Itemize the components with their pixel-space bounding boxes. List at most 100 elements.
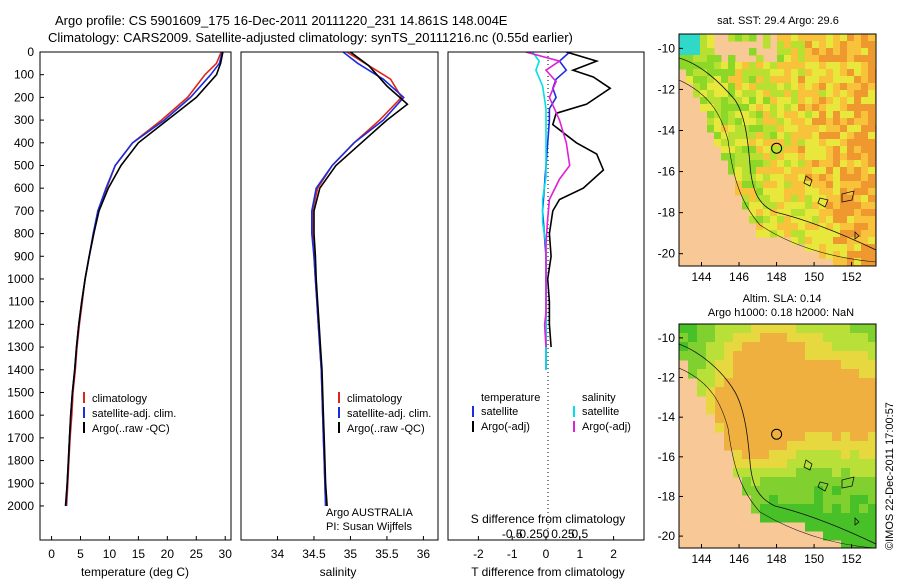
heatmap-cell <box>770 160 778 168</box>
heatmap-cell <box>697 333 707 343</box>
heatmap-cell <box>841 414 851 424</box>
heatmap-cell <box>819 48 827 56</box>
heatmap-cell <box>798 188 806 196</box>
heatmap-cell <box>868 495 876 505</box>
heatmap-cell <box>868 111 876 119</box>
heatmap-cell <box>826 202 834 210</box>
heatmap-cell <box>861 41 869 49</box>
heatmap-cell <box>819 244 827 252</box>
heatmap-cell <box>787 441 797 451</box>
heatmap-cell <box>756 188 764 196</box>
heatmap-cell <box>760 333 770 343</box>
heatmap-cell <box>763 188 771 196</box>
heatmap-cell <box>854 188 862 196</box>
temperature-frame <box>39 51 232 541</box>
heatmap-cell <box>833 244 841 252</box>
heatmap-cell <box>796 333 806 343</box>
heatmap-cell <box>850 531 860 541</box>
heatmap-cell <box>823 423 833 433</box>
heatmap-cell <box>777 174 785 182</box>
heatmap-cell <box>796 351 806 361</box>
s-tick-label: 0.5 <box>571 527 588 541</box>
heatmap-cell <box>791 216 799 224</box>
heatmap-cell <box>859 459 869 469</box>
lat-tick-label: -20 <box>658 529 676 543</box>
heatmap-cell <box>697 369 707 379</box>
heatmap-cell <box>760 405 770 415</box>
heatmap-cell <box>861 230 869 238</box>
heatmap-cell <box>742 111 750 119</box>
heatmap-cell <box>868 360 876 370</box>
heatmap-cell <box>823 369 833 379</box>
heatmap-cell <box>763 69 771 77</box>
heatmap-cell <box>850 477 860 487</box>
heatmap-cell <box>833 223 841 231</box>
heatmap-cell <box>847 118 855 126</box>
heatmap-cell <box>823 387 833 397</box>
heatmap-cell <box>721 104 729 112</box>
heatmap-cell <box>791 55 799 63</box>
heatmap-cell <box>778 495 788 505</box>
heatmap-cell <box>868 174 876 182</box>
heatmap-cell <box>778 324 788 334</box>
s-tick-label: 0.25 <box>551 527 575 541</box>
heatmap-cell <box>715 423 725 433</box>
heatmap-cell <box>840 146 848 154</box>
heatmap-cell <box>697 324 707 334</box>
heatmap-cell <box>721 83 729 91</box>
heatmap-cell <box>735 111 743 119</box>
heatmap-cell <box>812 216 820 224</box>
heatmap-cell <box>805 153 813 161</box>
heatmap-cell <box>823 360 833 370</box>
heatmap-cell <box>714 90 722 98</box>
heatmap-cell <box>812 76 820 84</box>
heatmap-cell <box>859 360 869 370</box>
temperature-x-label: temperature (deg C) <box>81 565 189 579</box>
heatmap-cell <box>742 202 750 210</box>
heatmap-cell <box>735 167 743 175</box>
series-line-salinity-argo-adj- <box>525 52 571 348</box>
heatmap-cell <box>751 342 761 352</box>
heatmap-cell <box>841 342 851 352</box>
heatmap-cell <box>826 48 834 56</box>
heatmap-cell <box>850 351 860 361</box>
heatmap-cell <box>840 223 848 231</box>
heatmap-cell <box>854 160 862 168</box>
heatmap-cell <box>688 351 698 361</box>
heatmap-cell <box>841 495 851 505</box>
heatmap-cell <box>784 181 792 189</box>
heatmap-cell <box>796 360 806 370</box>
heatmap-cell <box>751 387 761 397</box>
heatmap-cell <box>868 55 876 63</box>
heatmap-cell <box>805 405 815 415</box>
heatmap-cell <box>861 48 869 56</box>
heatmap-cell <box>706 351 716 361</box>
heatmap-cell <box>751 432 761 442</box>
heatmap-cell <box>841 450 851 460</box>
heatmap-cell <box>735 62 743 70</box>
heatmap-cell <box>777 118 785 126</box>
heatmap-cell <box>784 41 792 49</box>
sla-coastline <box>679 343 876 545</box>
heatmap-cell <box>763 118 771 126</box>
heatmap-cell <box>721 132 729 140</box>
heatmap-cell <box>798 230 806 238</box>
heatmap-cell <box>861 118 869 126</box>
heatmap-cell <box>770 202 778 210</box>
difference-legend: temperature salinity satellite Argo(-adj… <box>472 392 631 433</box>
heatmap-cell <box>826 90 834 98</box>
heatmap-cell <box>749 153 757 161</box>
heatmap-cell <box>721 111 729 119</box>
heatmap-cell <box>868 146 876 154</box>
heatmap-cell <box>819 230 827 238</box>
heatmap-cell <box>868 369 876 379</box>
heatmap-cell <box>777 139 785 147</box>
heatmap-cell <box>840 76 848 84</box>
heatmap-cell <box>777 83 785 91</box>
heatmap-cell <box>840 111 848 119</box>
heatmap-cell <box>814 333 824 343</box>
heatmap-cell <box>796 459 806 469</box>
heatmap-cell <box>733 360 743 370</box>
heatmap-cell <box>721 118 729 126</box>
heatmap-cell <box>850 378 860 388</box>
